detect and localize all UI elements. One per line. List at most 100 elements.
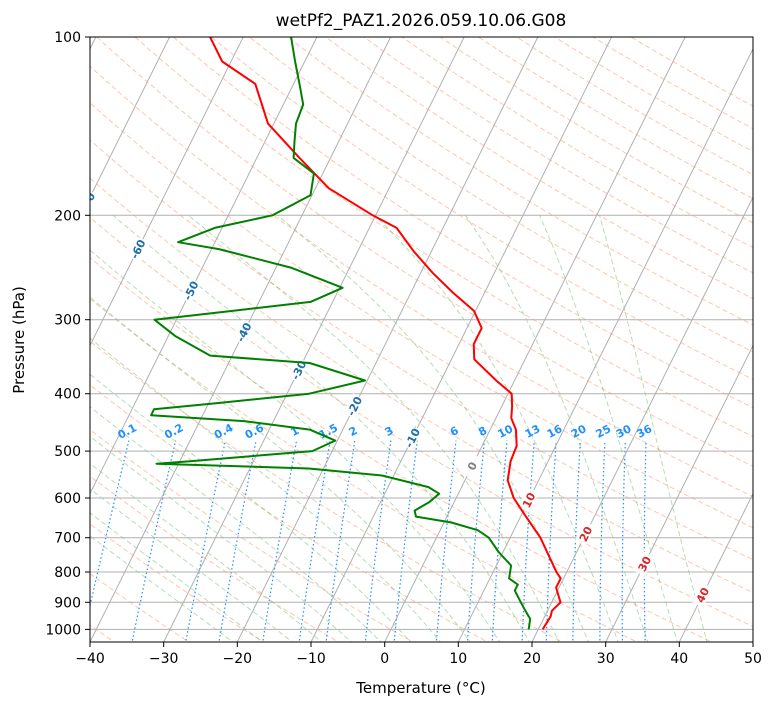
mixing-ratio-label: 10 — [496, 422, 516, 441]
y-axis-title: Pressure (hPa) — [10, 286, 28, 394]
isotherm-label-bg — [90, 189, 98, 215]
y-tick-label: 1000 — [45, 622, 81, 638]
moist-adiabats — [90, 214, 708, 642]
chart-title: wetPf2_PAZ1.2026.059.10.06.G08 — [276, 11, 567, 31]
isotherm-label: 40 — [694, 585, 713, 605]
isotherm-line — [236, 37, 539, 642]
x-axis: −40 −30 −20 −10 0 10 20 30 40 50 — [75, 642, 762, 667]
y-tick-label: 100 — [54, 30, 81, 46]
mixing-ratio-line — [131, 440, 177, 642]
isotherm-label-bg — [574, 521, 596, 547]
isotherm-line — [310, 37, 613, 642]
moist-adiabat-line — [90, 462, 323, 642]
x-tick-label: 20 — [523, 651, 541, 667]
mixing-ratio-line — [643, 440, 647, 642]
y-tick-label: 600 — [54, 491, 81, 507]
isotherm-label-bg — [460, 453, 483, 479]
dry-adiabat-line — [134, 37, 753, 438]
mixing-ratio-line — [545, 440, 557, 642]
mixing-ratio-line — [218, 440, 257, 642]
isotherm-label: -70 — [78, 190, 99, 214]
moist-adiabat-line — [539, 215, 678, 642]
isotherm-line — [605, 344, 753, 642]
moist-adiabat-line — [90, 249, 501, 642]
mixing-ratio-line — [599, 440, 606, 642]
x-tick-label: 50 — [744, 651, 762, 667]
isotherm-label-bg — [691, 582, 713, 608]
moist-adiabat-line — [464, 215, 649, 642]
x-tick-label: −40 — [75, 651, 105, 667]
moist-adiabat-line — [90, 435, 353, 642]
moist-adiabat-line — [599, 215, 708, 642]
y-tick-label: 500 — [54, 444, 81, 460]
y-tick-label: 400 — [54, 387, 81, 403]
mixing-ratio-line — [521, 440, 535, 642]
moist-adiabat-line — [90, 373, 412, 642]
dry-adiabat-line — [90, 102, 753, 529]
moist-adiabat-line — [188, 214, 560, 642]
mixing-ratio-label: 36 — [635, 422, 655, 441]
y-tick-label: 800 — [54, 565, 81, 581]
y-tick-label: 900 — [54, 595, 81, 611]
moist-adiabat-line — [90, 488, 293, 642]
isotherm-label: 20 — [577, 524, 596, 544]
mixing-ratio-line — [491, 440, 508, 642]
mixing-ratio-line — [325, 440, 356, 642]
mixing-ratio-line — [621, 440, 626, 642]
mixing-ratio-label: 16 — [545, 422, 565, 441]
x-tick-label: 30 — [597, 651, 615, 667]
mixing-ratio-line — [90, 440, 130, 609]
dry-adiabat-line — [90, 177, 753, 594]
mixing-ratio-line — [572, 440, 581, 642]
moist-adiabat-line — [112, 214, 530, 642]
mixing-ratio-line — [262, 440, 298, 642]
dry-adiabat-line — [90, 298, 639, 642]
isotherm-label-bg — [179, 277, 202, 304]
temperature-line — [209, 37, 562, 630]
isotherm-line — [384, 37, 686, 642]
isobar-grid — [90, 37, 753, 630]
mixing-ratio-line — [364, 440, 392, 642]
isotherm-label: 30 — [636, 554, 655, 574]
dry-adiabat-line — [90, 65, 753, 498]
isotherm-label-bg — [401, 424, 423, 451]
x-tick-label: 10 — [449, 651, 467, 667]
isotherm-label-bg — [343, 393, 365, 419]
dry-adiabat-line — [96, 37, 753, 467]
mixing-ratio-label: 20 — [569, 422, 589, 441]
isotherm-line — [163, 37, 465, 642]
moist-adiabat-line — [90, 296, 471, 642]
x-tick-label: −30 — [149, 651, 179, 667]
dewpoint-line — [150, 37, 532, 630]
mixing-ratio-line — [298, 440, 331, 642]
y-tick-label: 300 — [54, 313, 81, 329]
isotherm-label: 10 — [520, 490, 539, 510]
mixing-ratio-line — [393, 440, 418, 642]
isotherm-line — [90, 37, 318, 495]
y-tick-label: 700 — [54, 531, 81, 547]
mixing-ratio-line — [185, 440, 226, 642]
isotherm-label-bg — [633, 550, 655, 577]
mixing-ratio-label: 30 — [614, 422, 634, 441]
mixing-ratio-label: 13 — [523, 422, 543, 441]
plot-area: 0.10.20.40.611.52346810131620253036-100-… — [78, 37, 753, 642]
moist-adiabat-line — [90, 337, 442, 642]
x-axis-title: Temperature (°C) — [355, 679, 485, 697]
isotherm-line — [457, 47, 753, 642]
isotherm-line — [90, 37, 171, 199]
y-tick-label: 200 — [54, 208, 81, 224]
dry-adiabat-line — [172, 37, 753, 409]
mixing-ratio-line — [435, 440, 457, 642]
x-tick-label: −20 — [223, 651, 253, 667]
x-tick-label: 0 — [380, 651, 389, 667]
isotherm-label-bg — [517, 487, 540, 513]
plot-frame — [89, 36, 754, 643]
mixing-ratio-label: 25 — [594, 422, 614, 441]
sounding-series — [150, 37, 562, 630]
dry-adiabat-line — [90, 139, 753, 561]
isotherm-line — [90, 37, 244, 347]
y-axis: 100 200 300 400 500 600 700 800 900 1000 — [45, 30, 90, 638]
isotherm-label-bg — [126, 236, 149, 262]
isotherm-label-bg — [232, 319, 255, 345]
